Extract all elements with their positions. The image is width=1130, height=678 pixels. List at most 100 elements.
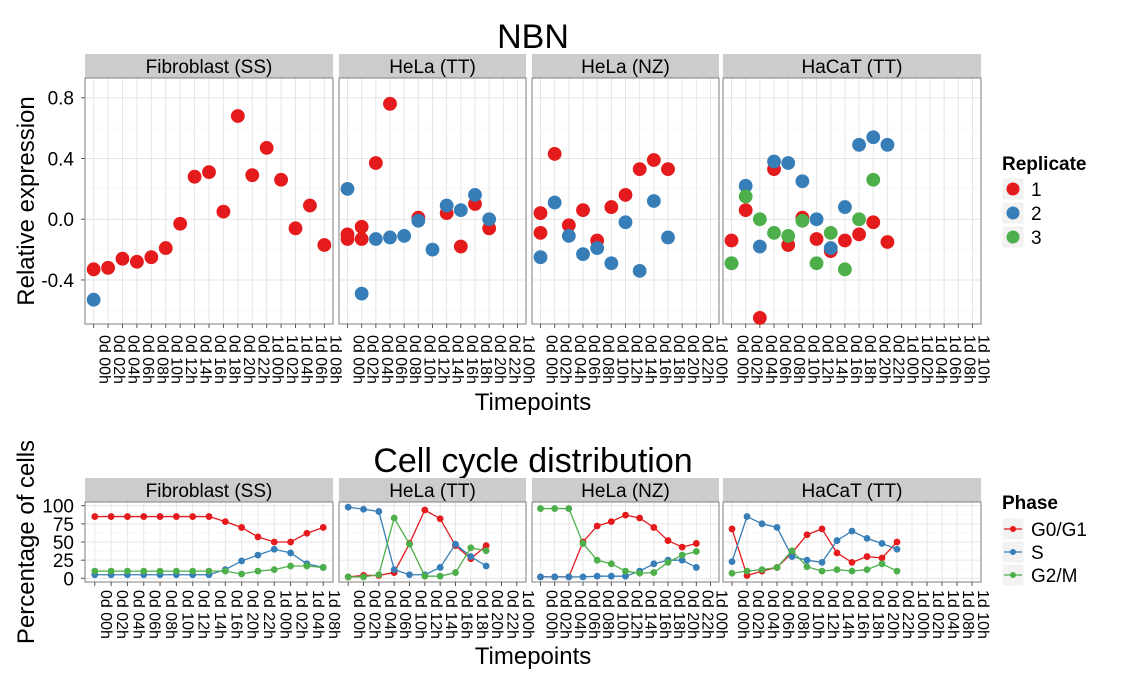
data-point [254, 567, 262, 575]
data-point [833, 549, 841, 557]
x-tick-label: 0d 08h [406, 335, 423, 384]
x-tick-label: 1d 00h [276, 590, 293, 639]
x-tick-label: 0d 14h [442, 590, 459, 639]
data-point [848, 558, 856, 566]
data-point [124, 513, 131, 520]
data-point [270, 566, 278, 574]
data-point [893, 538, 901, 546]
y-tick-label: 50 [53, 533, 74, 554]
data-point [274, 172, 288, 187]
facet-strip [339, 54, 526, 78]
x-tick-label: 0d 18h [861, 335, 878, 384]
legend: Replicate 1 2 3 [1001, 154, 1086, 249]
data-point [593, 556, 601, 564]
x-tick-label: 0d 10h [804, 335, 821, 384]
data-point [303, 529, 311, 537]
data-point [533, 250, 548, 265]
x-tick-label: 0d 16h [457, 590, 474, 639]
plot-area [723, 78, 981, 324]
facet-strip-label: Fibroblast (SS) [146, 481, 273, 502]
data-point [607, 518, 615, 526]
data-point [172, 513, 180, 520]
x-tick-label: 0d 18h [670, 590, 687, 639]
data-point [604, 200, 619, 214]
x-tick-label: 1d 04h [944, 590, 961, 639]
x-tick-label: 0d 06h [779, 590, 796, 639]
legend-title: Replicate [1002, 154, 1086, 175]
facet-strip-label: HeLa (NZ) [581, 57, 670, 78]
data-point [439, 198, 454, 213]
data-point [467, 544, 475, 552]
data-point [205, 513, 213, 520]
x-tick-label: 0d 16h [847, 335, 864, 384]
x-tick-label: 0d 16h [227, 590, 244, 639]
x-tick-label: 0d 06h [392, 335, 409, 384]
nbn-chart: NBN Relative expression -0.4 0.0 0.4 0.8 Timep… [13, 18, 1086, 416]
facet-strip-label: HaCaT (TT) [802, 481, 903, 502]
data-point [425, 242, 440, 257]
data-point [781, 156, 796, 170]
data-point [140, 567, 148, 575]
data-point [724, 233, 739, 248]
data-point [678, 543, 686, 551]
data-point [173, 216, 188, 231]
x-tick-label: 1d 02h [283, 335, 300, 384]
chart-title: NBN [497, 18, 569, 56]
x-tick-label: 1d 10h [974, 590, 991, 639]
data-point [189, 567, 197, 575]
data-point [397, 229, 412, 243]
data-point [238, 570, 246, 578]
x-tick-label: 0d 20h [875, 335, 892, 384]
x-tick-label: 1d 02h [918, 335, 935, 384]
data-point [607, 560, 615, 568]
x-tick-label: 1d 00h [713, 335, 730, 384]
data-point [340, 181, 355, 196]
legend-key-marker [1010, 549, 1016, 555]
data-point [632, 263, 647, 278]
series-line [348, 506, 487, 576]
legend-label: S [1031, 543, 1044, 564]
data-point [421, 572, 429, 580]
x-tick-label: 0d 00h [97, 590, 114, 639]
x-tick-label: 1d 02h [929, 590, 946, 639]
x-tick-label: 0d 22h [505, 335, 522, 384]
x-tick-label: 1d 10h [974, 335, 991, 384]
legend-label: G0/G1 [1031, 520, 1087, 541]
data-point [551, 505, 559, 512]
data-point [245, 168, 260, 183]
x-tick-label: 0d 02h [366, 590, 383, 639]
data-point [537, 573, 544, 581]
x-tick-label: 0d 18h [670, 335, 687, 384]
data-point [383, 230, 397, 245]
data-point [848, 567, 856, 575]
data-point [752, 311, 767, 325]
data-point [579, 573, 587, 581]
data-point [140, 513, 148, 520]
data-point [561, 229, 576, 243]
data-point [360, 505, 367, 513]
data-point [287, 562, 294, 570]
data-point [354, 286, 369, 301]
x-tick-label: 1d 04h [298, 335, 315, 384]
data-point [788, 553, 796, 560]
data-point [833, 566, 841, 574]
x-tick-label: 0d 20h [244, 590, 261, 639]
x-tick-label: 0d 08h [794, 590, 811, 639]
data-point [319, 564, 327, 571]
data-point [738, 203, 753, 218]
data-point [893, 545, 901, 553]
data-point [368, 156, 383, 170]
data-point [728, 525, 736, 533]
legend-key-marker [1006, 182, 1020, 196]
x-tick-label: 0d 08h [162, 590, 179, 639]
data-point [468, 188, 482, 202]
data-point [288, 221, 303, 236]
data-point [852, 227, 866, 242]
data-point [661, 230, 675, 245]
x-tick-label: 0d 20h [884, 590, 901, 639]
data-point [767, 154, 781, 169]
y-tick-label: 0.8 [48, 89, 74, 110]
x-tick-label: 0d 22h [254, 335, 271, 384]
